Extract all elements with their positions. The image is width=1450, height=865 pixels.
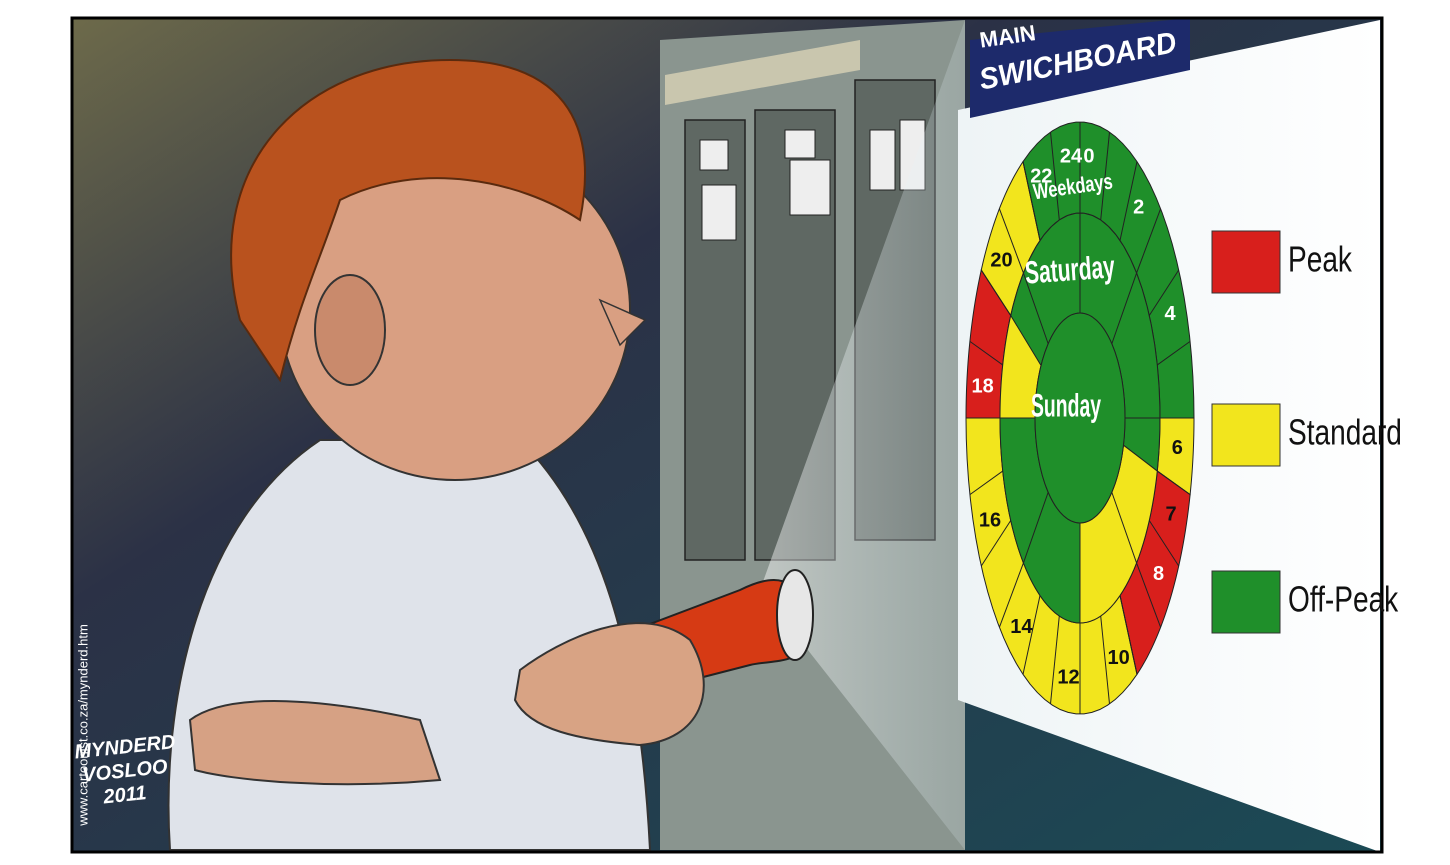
legend-label: Standard — [1288, 412, 1402, 452]
signature-line: 2011 — [101, 782, 147, 808]
legend-label: Peak — [1288, 239, 1353, 279]
legend-swatch — [1212, 571, 1280, 633]
hour-label: 24 — [1060, 145, 1083, 167]
hour-label: 18 — [972, 375, 994, 397]
hour-label: 4 — [1164, 303, 1176, 325]
hour-label: 7 — [1165, 503, 1176, 525]
hour-label: 16 — [979, 510, 1001, 532]
hour-label: 12 — [1057, 666, 1079, 688]
hour-label: 8 — [1153, 563, 1164, 585]
page: MAIN SWICHBOARD www.cartoonist.co.za/myn… — [0, 0, 1450, 865]
cartoon: MAIN SWICHBOARD www.cartoonist.co.za/myn… — [0, 0, 1450, 865]
hour-label: 2 — [1133, 196, 1144, 218]
hour-label: 20 — [990, 250, 1012, 272]
hour-label: 14 — [1010, 616, 1033, 638]
credit: www.cartoonist.co.za/mynderd.htm — [75, 624, 90, 827]
hour-label: 10 — [1108, 647, 1130, 669]
ring-label: Saturday — [1024, 248, 1116, 290]
legend-swatch — [1212, 404, 1280, 466]
legend-swatch — [1212, 231, 1280, 293]
legend-label: Off-Peak — [1288, 579, 1399, 619]
hour-label: 6 — [1172, 437, 1183, 459]
hour-label: 0 — [1083, 145, 1094, 167]
ring-label: Sunday — [1031, 387, 1101, 423]
